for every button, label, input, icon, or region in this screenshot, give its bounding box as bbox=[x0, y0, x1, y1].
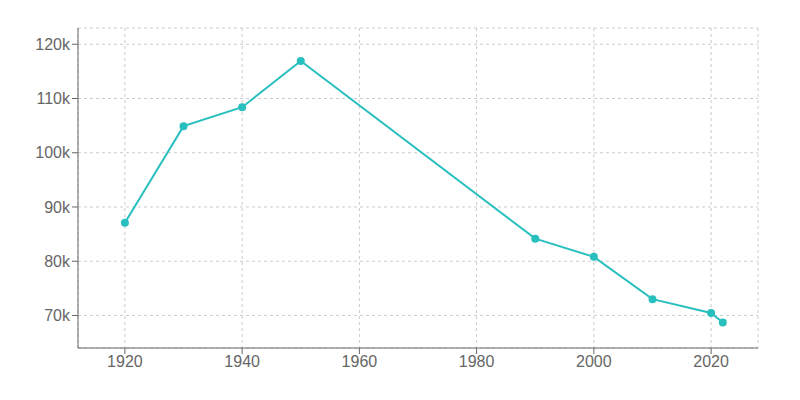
svg-text:70k: 70k bbox=[44, 307, 71, 324]
svg-text:2000: 2000 bbox=[576, 353, 612, 370]
svg-text:1960: 1960 bbox=[342, 353, 378, 370]
svg-text:120k: 120k bbox=[35, 36, 71, 53]
svg-text:1920: 1920 bbox=[107, 353, 143, 370]
svg-text:90k: 90k bbox=[44, 199, 71, 216]
svg-text:110k: 110k bbox=[36, 90, 71, 107]
svg-text:1980: 1980 bbox=[459, 353, 495, 370]
svg-text:80k: 80k bbox=[44, 253, 71, 270]
svg-text:2020: 2020 bbox=[693, 353, 729, 370]
svg-text:100k: 100k bbox=[35, 144, 71, 161]
svg-text:1940: 1940 bbox=[224, 353, 260, 370]
